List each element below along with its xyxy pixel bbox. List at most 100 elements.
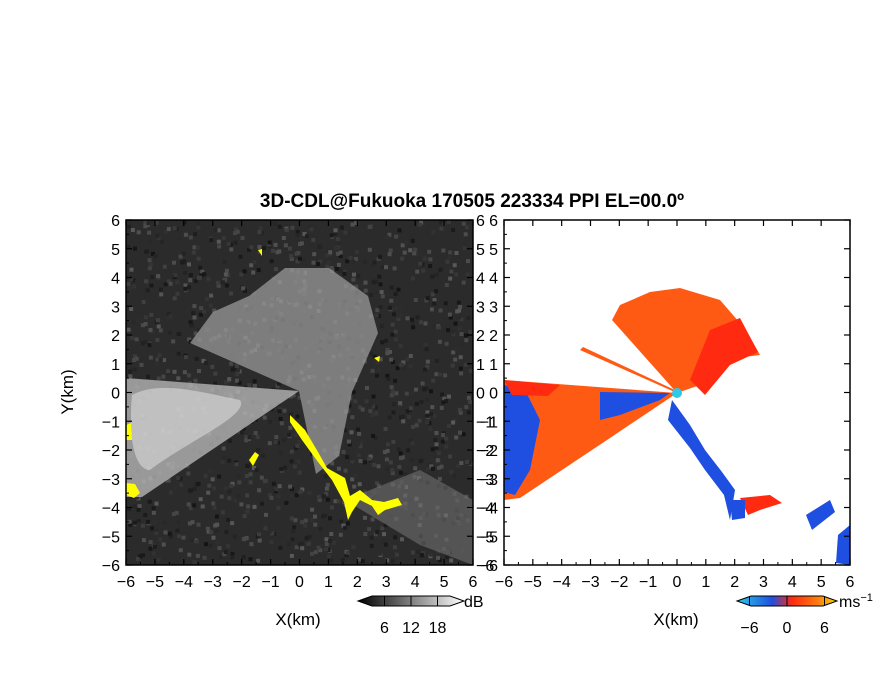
noise-pixel — [130, 228, 135, 232]
noise-pixel — [415, 550, 420, 554]
noise-pixel — [437, 476, 442, 481]
noise-pixel — [356, 453, 361, 458]
noise-pixel — [313, 522, 318, 527]
noise-pixel — [135, 495, 140, 500]
noise-pixel — [288, 394, 293, 399]
noise-pixel — [222, 260, 227, 265]
noise-pixel — [293, 433, 298, 438]
noise-pixel — [310, 507, 315, 512]
noise-pixel — [247, 247, 251, 252]
noise-pixel — [257, 230, 262, 235]
noise-pixel — [223, 277, 228, 282]
noise-pixel — [226, 241, 231, 246]
velocity-corner-blue — [836, 525, 850, 565]
noise-pixel — [230, 555, 235, 560]
noise-pixel — [230, 551, 235, 556]
noise-pixel — [213, 523, 218, 528]
y-tick-label-inner: −2 — [476, 443, 494, 460]
noise-pixel — [328, 516, 332, 521]
noise-pixel — [165, 478, 170, 483]
noise-pixel — [364, 399, 369, 404]
noise-pixel — [328, 539, 333, 543]
noise-pixel — [325, 482, 330, 487]
noise-pixel — [436, 555, 441, 560]
noise-pixel — [175, 280, 180, 285]
x-tick-label: −1 — [261, 574, 279, 591]
noise-pixel — [289, 553, 294, 558]
noise-pixel — [390, 559, 395, 564]
noise-pixel — [452, 473, 457, 478]
noise-pixel — [146, 374, 150, 379]
noise-pixel — [395, 366, 400, 371]
noise-pixel — [419, 458, 424, 463]
noise-pixel — [324, 542, 329, 547]
noise-pixel — [286, 542, 291, 547]
noise-pixel — [202, 555, 207, 560]
noise-pixel — [352, 484, 357, 489]
noise-pixel — [414, 387, 418, 392]
noise-pixel — [154, 501, 159, 506]
noise-pixel — [420, 381, 425, 386]
noise-pixel — [146, 221, 151, 226]
noise-pixel — [363, 460, 367, 465]
noise-pixel — [410, 276, 415, 281]
noise-pixel — [431, 230, 436, 235]
noise-pixel — [390, 366, 395, 371]
noise-pixel — [214, 514, 219, 519]
noise-pixel — [226, 273, 231, 278]
noise-pixel — [437, 325, 441, 330]
noise-pixel — [317, 497, 322, 502]
x-tick-label: 5 — [817, 574, 826, 591]
noise-pixel — [393, 292, 398, 297]
noise-pixel — [220, 280, 225, 285]
noise-pixel — [196, 522, 201, 527]
noise-pixel — [354, 284, 359, 289]
noise-pixel — [193, 331, 198, 336]
noise-pixel — [374, 313, 379, 318]
noise-pixel — [415, 269, 420, 274]
noise-pixel — [214, 529, 219, 534]
noise-pixel — [428, 257, 433, 262]
noise-pixel — [290, 225, 295, 230]
noise-pixel — [312, 252, 317, 257]
noise-pixel — [450, 329, 455, 334]
noise-pixel — [278, 451, 283, 456]
noise-pixel — [155, 362, 159, 367]
x-tick-label: −2 — [233, 574, 251, 591]
noise-pixel — [385, 235, 389, 240]
noise-pixel — [385, 442, 390, 447]
noise-pixel — [464, 405, 469, 409]
y-tick-label: 5 — [111, 242, 120, 259]
noise-pixel — [277, 381, 281, 386]
noise-pixel — [347, 442, 352, 447]
noise-pixel — [136, 230, 141, 235]
noise-pixel — [446, 424, 451, 428]
noise-pixel — [281, 236, 286, 240]
noise-pixel — [468, 400, 473, 405]
noise-pixel — [367, 456, 372, 461]
noise-pixel — [394, 306, 399, 311]
noise-pixel — [145, 288, 150, 293]
noise-pixel — [151, 251, 155, 256]
noise-pixel — [410, 550, 415, 555]
noise-pixel — [422, 256, 427, 261]
noise-pixel — [324, 491, 329, 496]
noise-pixel — [277, 224, 282, 229]
noise-pixel — [264, 444, 269, 449]
noise-pixel — [232, 534, 237, 539]
noise-pixel — [173, 273, 178, 278]
noise-pixel — [234, 378, 239, 383]
noise-pixel — [223, 550, 228, 554]
noise-pixel — [251, 270, 256, 275]
noise-pixel — [454, 347, 459, 352]
noise-pixel — [385, 347, 390, 352]
noise-pixel — [384, 265, 388, 270]
noise-pixel — [387, 232, 392, 237]
y-tick-label-inner: 4 — [476, 271, 485, 288]
y-tick-label: −6 — [480, 558, 498, 575]
noise-pixel — [449, 558, 454, 563]
y-tick-label-inner: −6 — [476, 558, 494, 575]
noise-pixel — [404, 391, 409, 396]
noise-pixel — [192, 304, 197, 309]
noise-pixel — [133, 246, 137, 251]
